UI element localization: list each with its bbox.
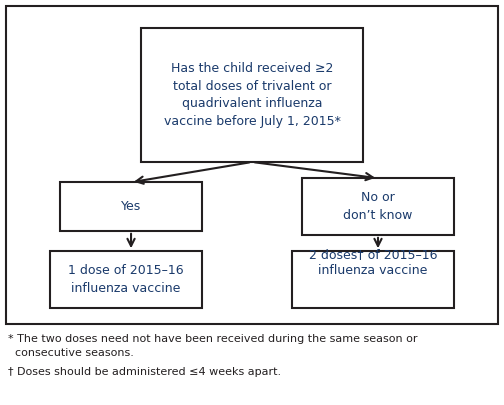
Bar <box>6 6 498 324</box>
Text: † Doses should be administered ≤4 weeks apart.: † Doses should be administered ≤4 weeks … <box>8 367 281 377</box>
Text: No or
don’t know: No or don’t know <box>343 191 413 222</box>
Text: Has the child received ≥2
total doses of trivalent or
quadrivalent influenza
vac: Has the child received ≥2 total doses of… <box>164 62 340 128</box>
Bar <box>141 28 363 162</box>
Text: 2 doses† of 2015–16: 2 doses† of 2015–16 <box>309 248 437 261</box>
Text: * The two doses need not have been received during the same season or
  consecut: * The two doses need not have been recei… <box>8 334 417 358</box>
Bar <box>292 251 454 308</box>
Text: 1 dose of 2015–16
influenza vaccine: 1 dose of 2015–16 influenza vaccine <box>68 264 184 295</box>
Text: influenza vaccine: influenza vaccine <box>318 264 428 277</box>
Bar <box>302 178 454 235</box>
Bar <box>50 251 202 308</box>
Bar <box>60 182 202 231</box>
Text: Yes: Yes <box>121 200 141 213</box>
